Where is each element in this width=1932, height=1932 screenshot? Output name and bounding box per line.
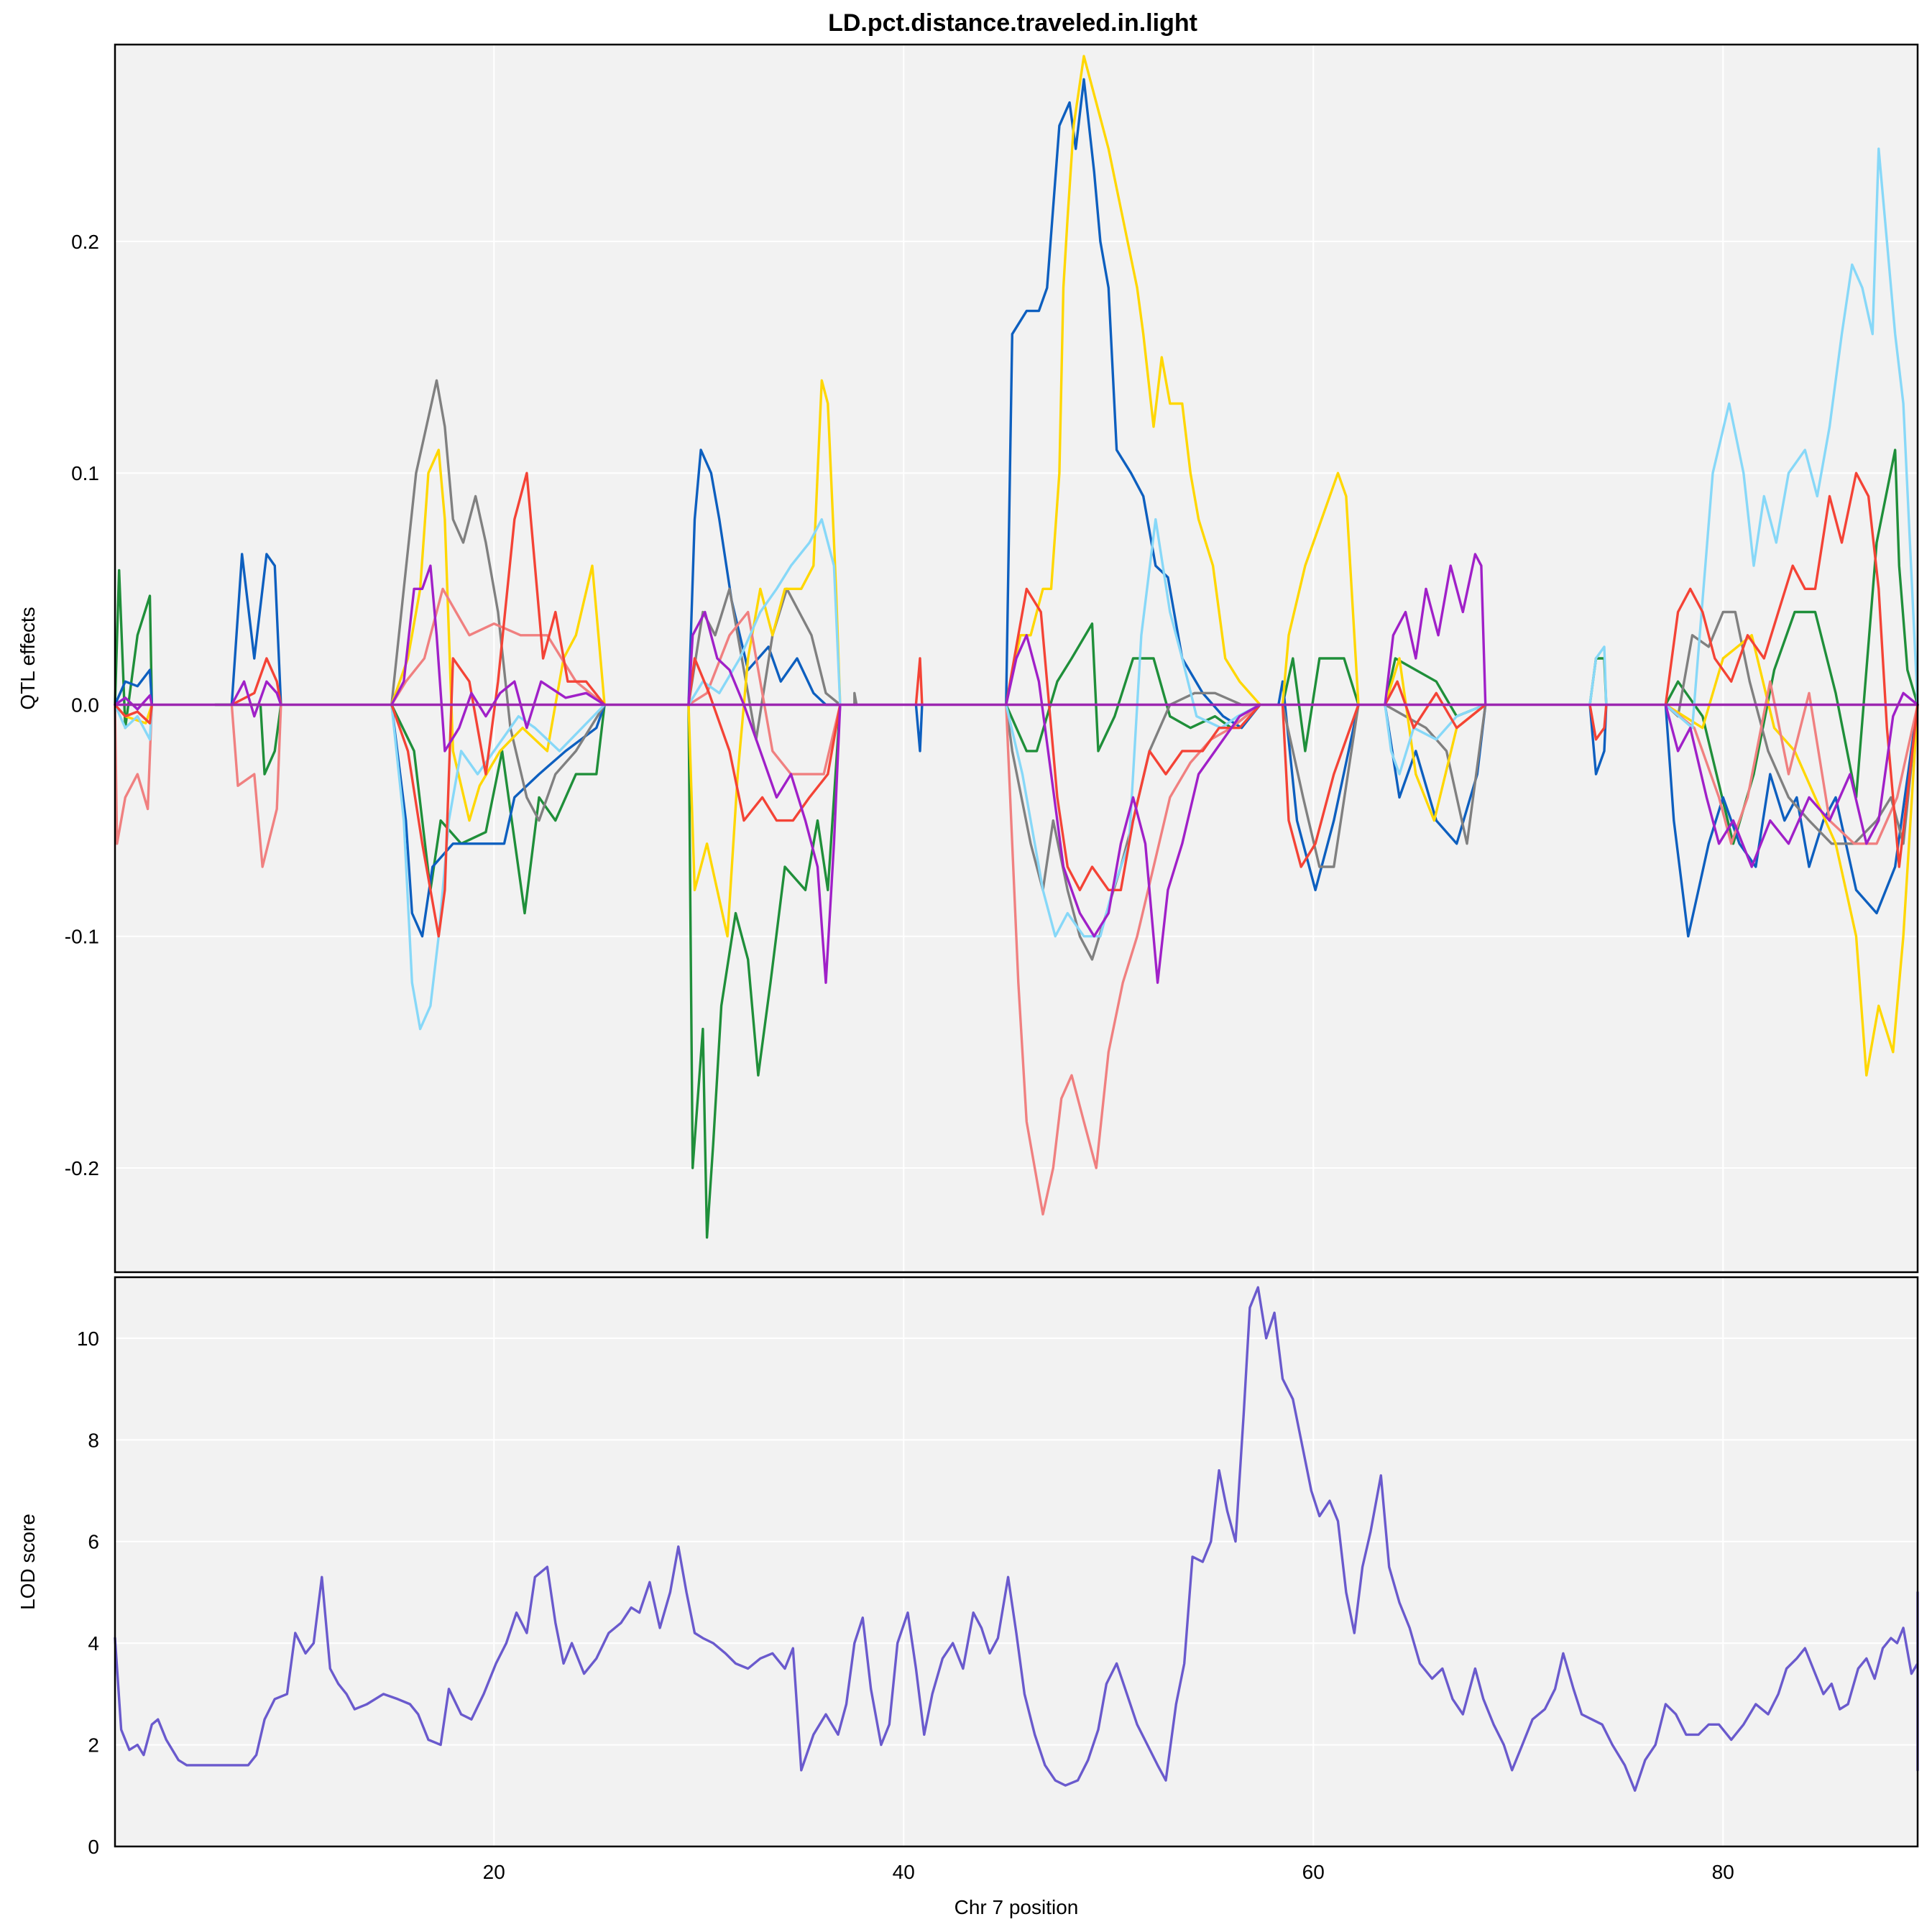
y-tick-label: 0.0 xyxy=(71,694,99,716)
series-line-5 xyxy=(390,587,606,707)
series-line-8 xyxy=(1664,691,1919,868)
effects-plot-frame xyxy=(114,43,1919,1274)
series-line-4 xyxy=(390,448,606,822)
y-tick-label: 10 xyxy=(77,1328,99,1350)
series-line-3 xyxy=(390,379,606,822)
series-line-6 xyxy=(1005,518,1261,938)
series-line-3 xyxy=(853,691,858,707)
lod-y-axis-label: LOD score xyxy=(17,1514,39,1610)
series-line-8 xyxy=(390,564,606,753)
series-line-3 xyxy=(1281,703,1360,868)
series-line-2 xyxy=(914,703,924,753)
series-line-6 xyxy=(390,703,606,1031)
series-line-2 xyxy=(1664,703,1919,938)
series-line-1 xyxy=(687,703,842,1239)
series-line-7 xyxy=(390,472,606,938)
series-line-8 xyxy=(230,680,282,718)
lod-plot-frame xyxy=(114,1276,1919,1848)
series-line-6 xyxy=(114,703,154,741)
series-line-5 xyxy=(687,610,842,776)
series-line-5 xyxy=(114,703,154,845)
series-line-2 xyxy=(114,668,154,707)
series-line-2 xyxy=(390,703,606,938)
y-tick-label: 0.1 xyxy=(71,462,99,484)
effects-y-axis: -0.2 -0.1 0.0 0.1 0.2 xyxy=(65,231,99,1179)
series-line-7 xyxy=(1588,703,1608,741)
x-axis-label: Chr 7 position xyxy=(954,1896,1079,1918)
y-tick-label: 2 xyxy=(88,1734,99,1757)
y-tick-label: 0.2 xyxy=(71,231,99,253)
series-line-1 xyxy=(1664,448,1919,845)
series-line-1 xyxy=(114,569,154,730)
series-line-5 xyxy=(1005,703,1261,1216)
series-line-7 xyxy=(230,657,282,707)
series-line-1 xyxy=(114,1286,1919,1792)
x-tick-label: 20 xyxy=(483,1861,505,1883)
series-line-7 xyxy=(1384,680,1487,730)
chart-title: LD.pct.distance.traveled.in.light xyxy=(828,9,1197,37)
series-line-6 xyxy=(687,518,842,707)
y-tick-label: -0.1 xyxy=(65,926,99,948)
series-line-7 xyxy=(687,657,842,822)
series-line-7 xyxy=(114,703,154,724)
x-tick-label: 80 xyxy=(1712,1861,1734,1883)
y-tick-label: 6 xyxy=(88,1531,99,1553)
series-line-2 xyxy=(1277,680,1360,892)
lod-y-axis: 0 2 4 6 8 10 xyxy=(77,1328,99,1858)
series-line-7 xyxy=(1005,587,1261,892)
series-line-3 xyxy=(687,587,842,741)
series-line-5 xyxy=(1664,680,1919,845)
series-line-4 xyxy=(1281,472,1360,707)
series-line-5 xyxy=(230,703,282,868)
effects-series xyxy=(114,55,1919,1239)
series-line-6 xyxy=(1664,147,1919,730)
series-line-4 xyxy=(1664,634,1919,1077)
x-tick-label: 60 xyxy=(1302,1861,1325,1883)
lod-plot-background xyxy=(115,1277,1918,1846)
y-tick-label: 4 xyxy=(88,1632,99,1655)
series-line-7 xyxy=(1664,472,1919,868)
series-line-8 xyxy=(114,694,154,711)
lod-series xyxy=(114,1286,1919,1792)
y-tick-label: -0.2 xyxy=(65,1157,99,1179)
series-line-6 xyxy=(1588,645,1608,707)
series-line-4 xyxy=(687,379,842,938)
x-tick-label: 40 xyxy=(893,1861,915,1883)
series-line-8 xyxy=(687,610,842,984)
series-line-2 xyxy=(230,553,282,707)
series-line-8 xyxy=(1384,553,1487,707)
series-line-4 xyxy=(1005,55,1261,707)
y-tick-label: 0 xyxy=(88,1836,99,1858)
series-line-8 xyxy=(1005,634,1261,984)
y-tick-label: 8 xyxy=(88,1429,99,1451)
series-line-2 xyxy=(1005,78,1261,730)
lod-x-axis: 20 40 60 80 xyxy=(483,1861,1734,1883)
effects-y-axis-label: QTL effects xyxy=(17,607,39,709)
series-line-7 xyxy=(914,657,924,707)
series-line-7 xyxy=(1281,703,1360,868)
